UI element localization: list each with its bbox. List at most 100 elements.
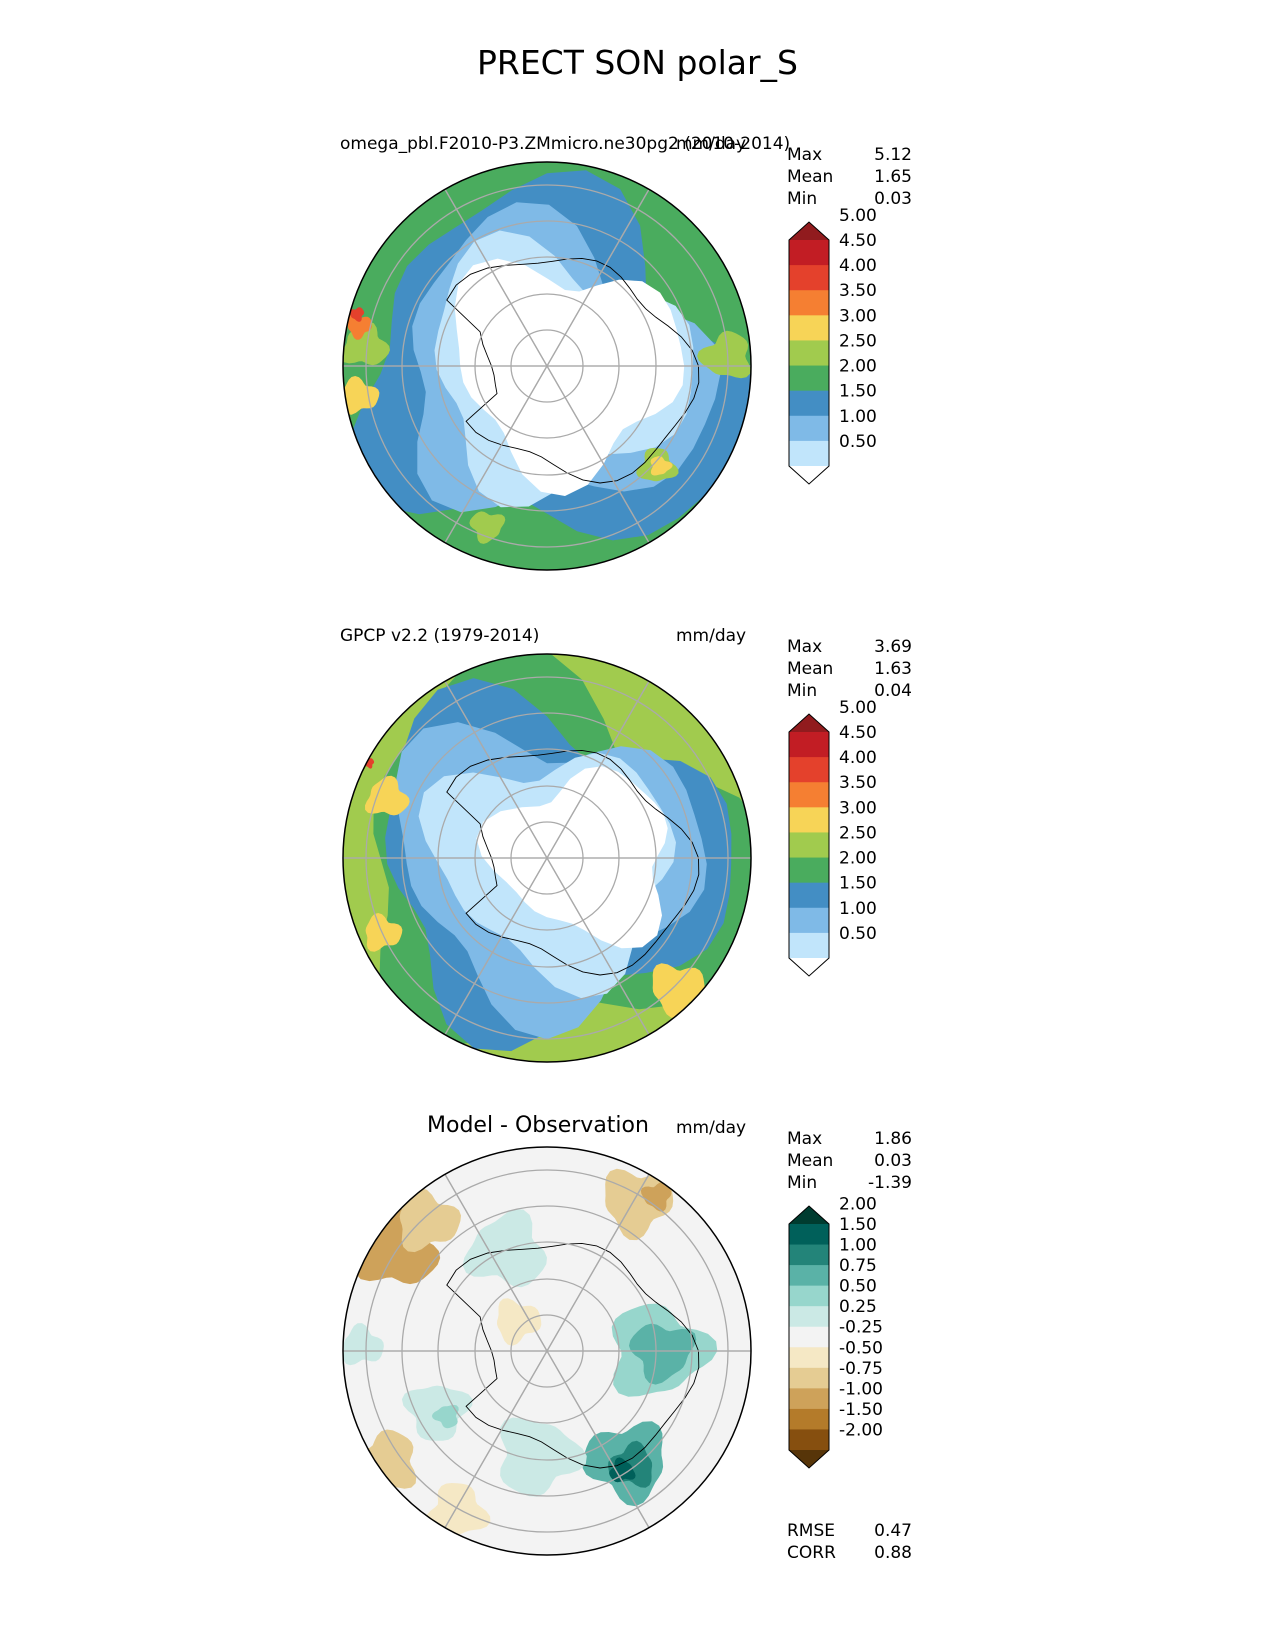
- map-border-3: [342, 1146, 752, 1556]
- colorbar-1: 0.50 1.00 1.50 2.00 2.50 3.00 3.50 4.00 4.50 5.00: [788, 206, 877, 485]
- panel2-min-label: Min: [787, 681, 818, 701]
- panel3-units: mm/day: [676, 1118, 747, 1138]
- colorbar-extend-bottom: [789, 958, 829, 976]
- colorbar-tick-label: 5.00: [839, 698, 877, 718]
- colorbar-segment: [789, 857, 829, 884]
- colorbar-tick-label: 0.75: [839, 1256, 877, 1276]
- colorbar-segment: [789, 240, 829, 266]
- colorbar-segment: [789, 415, 829, 442]
- colorbar-tick-label: 3.50: [839, 281, 877, 301]
- panel1-mean-value: 1.65: [874, 167, 912, 187]
- colorbar-extend-bottom: [789, 1450, 829, 1468]
- colorbar-segment: [789, 1347, 829, 1369]
- panel1-title: omega_pbl.F2010-P3.ZMmicro.ne30pg2 (2010…: [340, 134, 791, 154]
- panel2-max-value: 3.69: [874, 637, 912, 657]
- colorbar-extend-top: [789, 714, 829, 732]
- colorbar-segment: [789, 807, 829, 834]
- colorbar-segment: [789, 1326, 829, 1348]
- panel3-mean-label: Mean: [787, 1151, 834, 1171]
- colorbar-extend-bottom: [789, 466, 829, 484]
- panel1-units: mm/day: [676, 134, 747, 154]
- colorbar-tick-label: -2.00: [839, 1421, 883, 1441]
- colorbar-segment: [789, 440, 829, 467]
- colorbar-segment: [789, 1429, 829, 1451]
- colorbar-tick-label: 0.50: [839, 924, 877, 944]
- colorbar-segment: [789, 1408, 829, 1431]
- colorbar-tick-label: -1.50: [839, 1400, 883, 1420]
- colorbar-extend-top: [789, 222, 829, 240]
- colorbar-segment: [789, 732, 829, 758]
- panel3-mean-value: 0.03: [874, 1151, 912, 1171]
- panel3-corr-label: CORR: [787, 1543, 836, 1563]
- colorbar-segment: [789, 832, 829, 859]
- colorbar-tick-label: 1.50: [839, 874, 877, 894]
- panel1-min-value: 0.03: [874, 189, 912, 209]
- polar-map-3: [342, 1146, 752, 1556]
- panel2-mean-label: Mean: [787, 659, 834, 679]
- panel2-units: mm/day: [676, 626, 747, 646]
- colorbar-tick-label: 1.50: [839, 1215, 877, 1235]
- colorbar-tick-label: 0.25: [839, 1297, 877, 1317]
- colorbar-segment: [789, 365, 829, 392]
- longitude-gridline: [444, 1174, 650, 1528]
- colorbar-tick-label: 3.00: [839, 306, 877, 326]
- colorbar-outline: [788, 713, 830, 977]
- colorbar-tick-label: -0.25: [839, 1318, 883, 1338]
- map-field-1: [343, 162, 751, 570]
- colorbar-segment: [789, 1244, 829, 1266]
- colorbar-tick-label: 1.00: [839, 899, 877, 919]
- colorbar-segment: [789, 390, 829, 417]
- colorbar-tick-label: 4.50: [839, 723, 877, 743]
- map-border-2: [342, 653, 752, 1063]
- colorbar-segment: [789, 782, 829, 808]
- panel1-mean-label: Mean: [787, 167, 834, 187]
- panel2-title: GPCP v2.2 (1979-2014): [340, 626, 540, 646]
- panel3-min-value: -1.39: [868, 1173, 912, 1193]
- panel3-corr-value: 0.88: [874, 1543, 912, 1563]
- colorbar-tick-label: 2.50: [839, 331, 877, 351]
- colorbar-segment: [789, 315, 829, 342]
- panel1-max-label: Max: [787, 145, 823, 165]
- panel3-max-value: 1.86: [874, 1129, 912, 1149]
- colorbar-segment: [789, 907, 829, 934]
- colorbar-segment: [789, 757, 829, 783]
- colorbar-tick-label: -0.75: [839, 1359, 883, 1379]
- colorbar-segment: [789, 1367, 829, 1389]
- colorbar-tick-label: 3.50: [839, 773, 877, 793]
- colorbar-tick-label: 4.00: [839, 256, 877, 276]
- panel1-max-value: 5.12: [874, 145, 912, 165]
- colorbar-2: 0.50 1.00 1.50 2.00 2.50 3.00 3.50 4.00 4.50 5.00: [788, 698, 877, 977]
- colorbar-tick-label: 1.00: [839, 1236, 877, 1256]
- panel2-mean-value: 1.63: [874, 659, 912, 679]
- panel1-min-label: Min: [787, 189, 818, 209]
- colorbar-tick-label: 2.50: [839, 823, 877, 843]
- colorbar-tick-label: -0.50: [839, 1338, 883, 1358]
- polar-map-2: [342, 653, 752, 1063]
- panel2-max-label: Max: [787, 637, 823, 657]
- colorbar-tick-label: -1.00: [839, 1379, 883, 1399]
- panel3-rmse-label: RMSE: [787, 1521, 836, 1541]
- colorbar-segment: [789, 932, 829, 959]
- colorbar-segment: [789, 1285, 829, 1307]
- panel3-max-label: Max: [787, 1129, 823, 1149]
- colorbar-tick-label: 4.50: [839, 231, 877, 251]
- colorbar-tick-label: 1.50: [839, 382, 877, 402]
- colorbar-segment: [789, 1388, 829, 1410]
- colorbar-tick-label: 3.00: [839, 798, 877, 818]
- panel2-min-value: 0.04: [874, 681, 912, 701]
- longitude-gridline: [444, 681, 650, 1035]
- map-field-2: [343, 654, 751, 1062]
- colorbar-tick-label: 1.00: [839, 407, 877, 427]
- map-border-1: [342, 161, 752, 571]
- figure-title: PRECT SON polar_S: [476, 43, 798, 82]
- panel3-rmse-value: 0.47: [874, 1521, 912, 1541]
- colorbar-extend-top: [789, 1206, 829, 1224]
- colorbar-outline: [788, 221, 830, 485]
- panel3-min-label: Min: [787, 1173, 818, 1193]
- colorbar-3: -2.00-1.50-1.00-0.75-0.50-0.250.250.500.…: [788, 1195, 883, 1469]
- colorbar-tick-label: 2.00: [839, 1195, 877, 1215]
- colorbar-tick-label: 5.00: [839, 206, 877, 226]
- colorbar-segment: [789, 1265, 829, 1287]
- colorbar-tick-label: 0.50: [839, 432, 877, 452]
